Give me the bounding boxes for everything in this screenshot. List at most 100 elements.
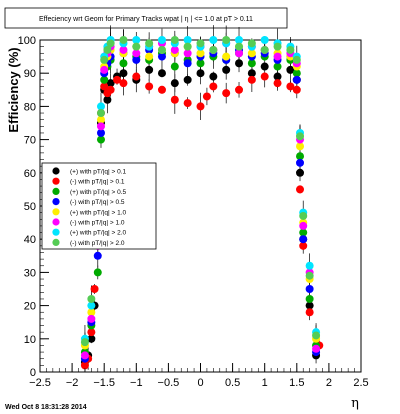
- data-point-series-8: [247, 39, 256, 48]
- data-point-series-8: [80, 338, 89, 347]
- x-axis-label: η: [351, 396, 359, 411]
- data-point-series-2: [296, 185, 305, 194]
- y-tick-label: 20: [24, 301, 36, 313]
- data-point-series-6: [96, 122, 105, 131]
- y-tick-label: 70: [24, 135, 36, 147]
- data-point-series-8: [273, 42, 282, 51]
- x-tick-label: 0: [197, 377, 203, 389]
- data-point-series-4: [292, 75, 301, 84]
- data-point-series-3: [100, 75, 109, 84]
- data-point-series-7: [305, 261, 314, 270]
- data-point-series-6: [132, 49, 141, 58]
- data-point-series-2: [196, 102, 205, 111]
- legend-marker: [52, 208, 60, 216]
- data-point-series-2: [170, 95, 179, 104]
- x-tick-label: 0.5: [225, 377, 240, 389]
- data-point-series-8: [96, 109, 105, 118]
- data-point-series-8: [260, 45, 269, 54]
- y-tick-label: 50: [24, 201, 36, 213]
- data-point-series-5: [87, 308, 96, 317]
- data-point-series-2: [183, 99, 192, 108]
- data-point-series-6: [312, 344, 321, 353]
- legend-marker: [52, 167, 60, 175]
- data-point-series-7: [87, 301, 96, 310]
- legend-marker: [52, 187, 60, 195]
- data-point-series-2: [132, 72, 141, 81]
- data-point-series-2: [235, 85, 244, 94]
- data-point-series-8: [132, 42, 141, 51]
- data-point-series-2: [113, 75, 122, 84]
- legend-label: (+) with pT/|q| > 0.5: [70, 189, 127, 196]
- data-point-series-2: [286, 82, 295, 91]
- chart-title: Effeciency wrt Geom for Primary Tracks w…: [39, 16, 253, 23]
- legend-label: (-) with pT/|q| > 2.0: [70, 240, 125, 247]
- data-point-series-3: [292, 69, 301, 78]
- data-point-series-4: [132, 55, 141, 64]
- data-point-series-1: [145, 65, 154, 74]
- legend-label: (-) with pT/|q| > 1.0: [70, 220, 125, 227]
- data-point-series-8: [183, 42, 192, 51]
- y-tick-label: 80: [24, 101, 36, 113]
- data-point-series-2: [100, 82, 109, 91]
- data-point-series-4: [157, 52, 166, 61]
- data-point-series-2: [305, 308, 314, 317]
- x-tick-label: −0.5: [158, 377, 180, 389]
- y-tick-label: 30: [24, 267, 36, 279]
- data-point-series-8: [119, 36, 128, 44]
- data-point-series-8: [286, 45, 295, 54]
- data-point-series-6: [100, 65, 109, 74]
- y-tick-label: 0: [30, 367, 36, 379]
- data-point-series-2: [90, 285, 99, 293]
- data-point-series-7: [132, 36, 141, 44]
- y-tick-label: 60: [24, 168, 36, 180]
- data-point-series-1: [296, 168, 305, 177]
- data-point-series-3: [96, 135, 105, 144]
- legend-label: (+) with pT/|q| > 0.1: [70, 169, 127, 176]
- legend-label: (+) with pT/|q| > 1.0: [70, 209, 127, 216]
- data-point-series-8: [292, 55, 301, 64]
- x-tick-label: −1.5: [93, 377, 115, 389]
- data-point-series-6: [299, 221, 308, 230]
- data-point-series-7: [157, 36, 166, 44]
- data-point-series-2: [222, 89, 231, 98]
- data-point-series-8: [196, 39, 205, 48]
- data-point-series-8: [145, 39, 154, 48]
- data-point-series-1: [260, 62, 269, 71]
- data-point-series-4: [93, 251, 102, 260]
- data-point-series-2: [119, 79, 128, 88]
- data-point-series-3: [305, 294, 314, 303]
- legend-label: (+) with pT/|q| > 2.0: [70, 230, 127, 237]
- data-point-series-7: [235, 36, 244, 44]
- data-point-series-8: [305, 271, 314, 280]
- data-point-series-3: [93, 268, 102, 277]
- data-point-series-1: [286, 65, 295, 74]
- data-point-series-2: [247, 75, 256, 84]
- data-point-series-2: [87, 328, 96, 337]
- data-point-series-2: [157, 85, 166, 94]
- data-point-series-4: [305, 285, 314, 293]
- data-point-series-4: [299, 235, 308, 244]
- legend-marker: [52, 177, 60, 185]
- x-tick-label: −2.5: [29, 377, 51, 389]
- x-tick-label: 2.5: [353, 377, 368, 389]
- data-point-series-4: [296, 158, 305, 167]
- data-point-series-2: [209, 82, 218, 91]
- data-point-series-1: [222, 65, 231, 74]
- data-point-series-2: [80, 361, 89, 370]
- data-point-series-8: [106, 39, 115, 48]
- data-point-series-7: [96, 102, 105, 111]
- data-point-series-5: [196, 49, 205, 58]
- data-point-series-7: [209, 36, 218, 44]
- data-point-series-5: [222, 52, 231, 61]
- data-point-series-3: [299, 228, 308, 237]
- x-tick-label: 2: [326, 377, 332, 389]
- data-point-series-1: [103, 95, 112, 104]
- data-point-series-4: [183, 59, 192, 68]
- data-point-series-8: [103, 45, 112, 54]
- legend: (+) with pT/|q| > 0.1 (-) with pT/|q| > 0…: [41, 162, 157, 250]
- data-point-series-4: [96, 128, 105, 137]
- data-point-series-6: [273, 52, 282, 61]
- legend-marker: [52, 238, 60, 246]
- y-tick-label: 40: [24, 234, 36, 246]
